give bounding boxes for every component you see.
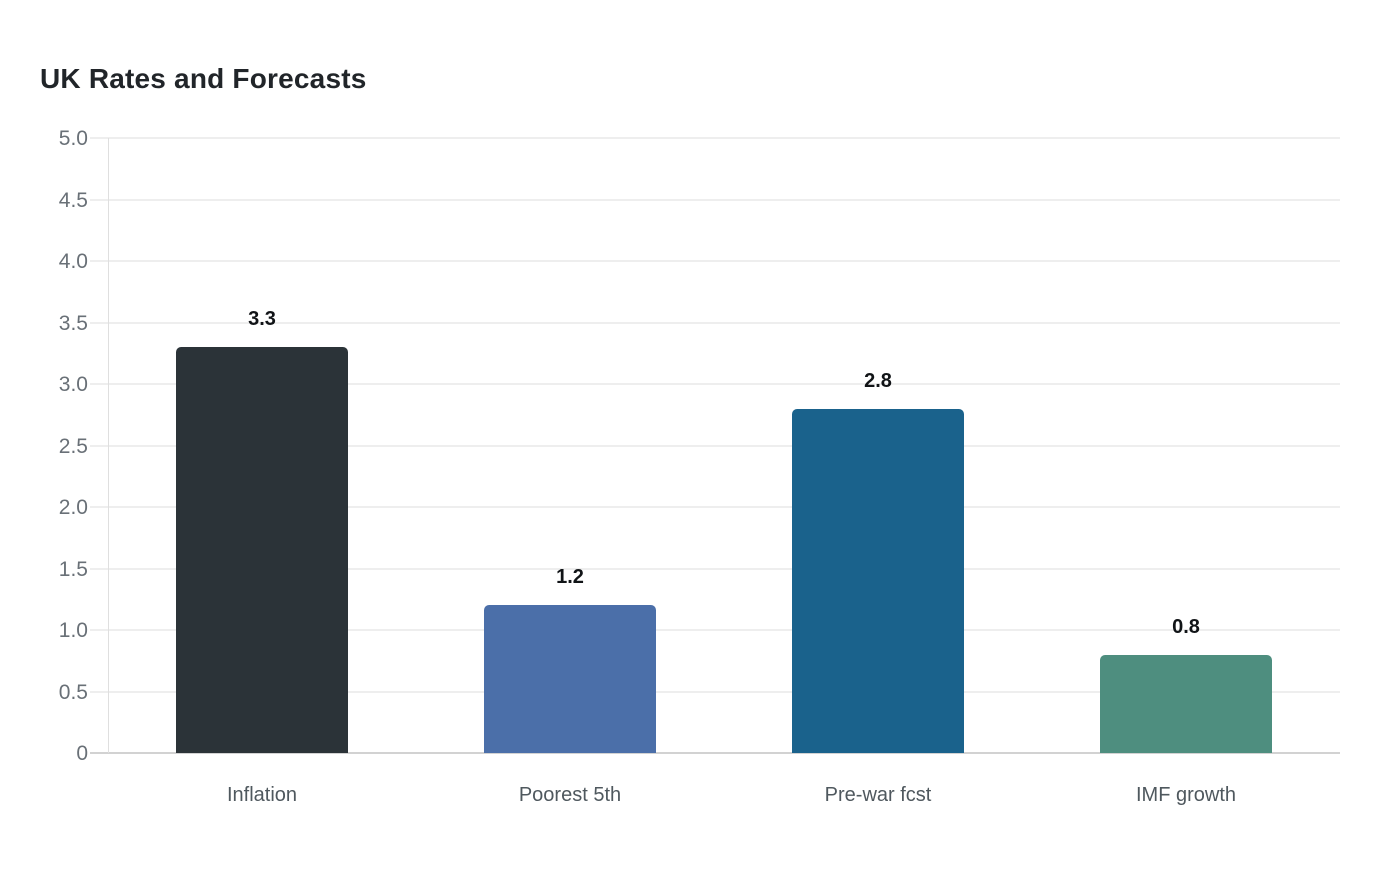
- y-tick-label: 5.0: [58, 127, 88, 150]
- gridline: [90, 506, 1340, 508]
- bar-value-label: 3.3: [248, 308, 276, 331]
- bar-pre-war-fcst: [792, 408, 964, 753]
- bar-inflation: [176, 347, 348, 753]
- y-axis-line: [108, 138, 109, 753]
- gridline: [90, 690, 1340, 693]
- gridline: [90, 321, 1340, 324]
- bar-poorest-5th: [484, 605, 656, 753]
- y-tick-label: 3.0: [58, 373, 88, 396]
- bar-imf-growth: [1100, 654, 1272, 753]
- gridline: [90, 198, 1340, 201]
- gridline: [90, 137, 1340, 139]
- y-tick-label: 2.5: [58, 434, 88, 458]
- y-tick-label: 1.0: [58, 619, 88, 642]
- x-axis-baseline: [90, 752, 1340, 754]
- bar-value-label: 2.8: [864, 369, 892, 392]
- gridline: [90, 567, 1340, 570]
- bar-value-label: 1.2: [556, 566, 584, 589]
- x-category-label: IMF growth: [1135, 784, 1237, 806]
- x-category-label: Pre-war fcst: [824, 784, 932, 806]
- bar-value-label: 0.8: [1172, 615, 1200, 638]
- y-tick-label: 3.5: [58, 311, 88, 335]
- y-tick-label: 4.0: [58, 250, 88, 273]
- y-tick-label: 4.5: [58, 188, 88, 212]
- gridline: [90, 260, 1340, 262]
- chart-title: UK Rates and Forecasts: [40, 63, 367, 94]
- y-tick-label: 1.5: [58, 557, 88, 581]
- gridline: [90, 444, 1340, 447]
- x-category-label: Inflation: [226, 784, 298, 806]
- y-tick-label: 2.0: [58, 496, 88, 519]
- y-tick-label: 0: [76, 742, 88, 765]
- x-category-label: Poorest 5th: [518, 784, 622, 806]
- gridline: [90, 383, 1340, 385]
- gridline: [90, 629, 1340, 631]
- y-tick-label: 0.5: [58, 680, 88, 704]
